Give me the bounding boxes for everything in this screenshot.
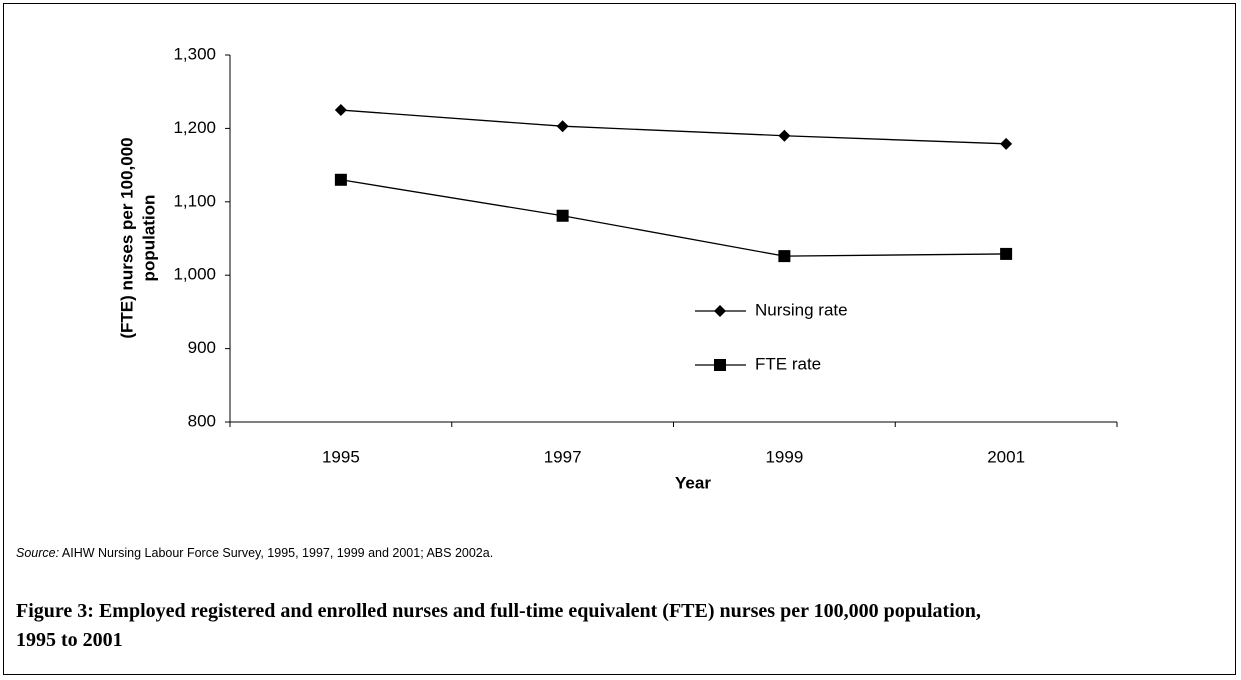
y-tick-label: 900 bbox=[188, 338, 216, 357]
data-point bbox=[1000, 247, 1013, 260]
y-tick-label: 1,300 bbox=[173, 44, 216, 63]
y-tick-label: 1,100 bbox=[173, 191, 216, 210]
data-point bbox=[334, 104, 347, 117]
y-tick-label: 1,200 bbox=[173, 118, 216, 137]
y-axis-title: (FTE) nurses per 100,000 population bbox=[117, 137, 158, 338]
source-text: AIHW Nursing Labour Force Survey, 1995, … bbox=[61, 546, 494, 560]
x-axis-title: Year bbox=[675, 473, 711, 492]
data-point bbox=[778, 250, 791, 263]
series-line bbox=[340, 179, 1007, 257]
figure-frame bbox=[3, 3, 1236, 675]
legend-label: Nursing rate bbox=[755, 300, 848, 319]
series-line bbox=[340, 109, 1007, 145]
data-point bbox=[556, 209, 569, 222]
y-tick-label: 800 bbox=[188, 411, 216, 430]
source-note: Source: AIHW Nursing Labour Force Survey… bbox=[16, 546, 493, 560]
legend-label: FTE rate bbox=[755, 354, 821, 373]
legend-marker bbox=[714, 359, 726, 371]
data-point bbox=[334, 173, 347, 186]
x-tick-label: 1997 bbox=[544, 447, 582, 466]
data-point bbox=[778, 129, 791, 142]
y-axis-title-line: (FTE) nurses per 100,000 bbox=[117, 137, 136, 338]
y-tick-label: 1,000 bbox=[173, 265, 216, 284]
data-point bbox=[1000, 137, 1013, 150]
legend-marker bbox=[714, 305, 726, 317]
x-tick-label: 1999 bbox=[765, 447, 803, 466]
x-tick-label: 1995 bbox=[322, 447, 360, 466]
x-tick-label: 2001 bbox=[987, 447, 1025, 466]
source-label: Source: bbox=[16, 546, 60, 560]
data-point bbox=[556, 120, 569, 133]
figure-caption: Figure 3: Employed registered and enroll… bbox=[16, 600, 981, 651]
y-axis-title-line: population bbox=[139, 195, 158, 282]
